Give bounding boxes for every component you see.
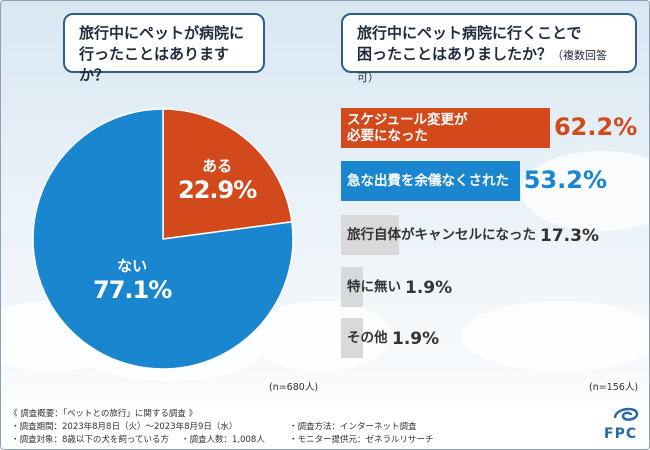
pie-label-no-value: 77.1% — [93, 276, 172, 304]
cloud-decoration — [251, 301, 391, 371]
left-question-line1: 旅行中にペットが病院に — [79, 24, 245, 42]
bar-category-label: 旅行自体がキャンセルになった — [347, 227, 536, 243]
footer-count: ・調査人数：1,008人 — [181, 435, 265, 445]
bar-category-label: その他 — [347, 330, 388, 346]
left-question-box: 旅行中にペットが病院に 行ったことはありますか？ — [63, 13, 265, 84]
cloud-decoration — [521, 151, 649, 231]
footer-period: ・調査期間：2023年8月8日（火）～2023年8月9日（水） — [11, 422, 238, 432]
pie-slice — [32, 108, 294, 370]
pie-n-label: (n=680人) — [269, 382, 319, 393]
bar-category-label: 急な出費を余儀なくされた — [347, 173, 509, 189]
left-question-line2: 行ったことはありますか？ — [79, 45, 230, 84]
cloud-decoration — [461, 301, 649, 371]
fpc-logo-text: FPC — [604, 426, 638, 442]
right-question-line2: 困ったことはありましたか？ — [357, 45, 553, 63]
pie-label-no-text: ない — [117, 257, 148, 275]
pie-label-yes-value: 22.9% — [178, 176, 257, 204]
bar-category-label: 特に無い — [347, 279, 401, 295]
bar — [341, 108, 550, 148]
pie-label-yes-text: ある — [202, 157, 233, 175]
right-question-box: 旅行中にペット病院に行くことで 困ったことはありましたか？（複数回答可） — [341, 13, 637, 84]
bar — [341, 318, 363, 358]
bar-value-label: 1.9% — [392, 329, 440, 349]
right-question-note: （複数回答可） — [357, 49, 608, 84]
pie-slice — [162, 108, 293, 240]
right-question-line1: 旅行中にペット病院に行くことで — [357, 24, 582, 42]
pie-label-no: ない 77.1% — [93, 255, 172, 304]
bar — [341, 267, 363, 307]
bar — [341, 215, 400, 255]
bar-value-label: 62.2% — [553, 113, 638, 141]
bar-value-label: 53.2% — [523, 166, 608, 194]
fpc-logo-icon — [613, 407, 639, 421]
survey-footer: 《 調査概要：「ペットとの旅行」に関する調査 》 ・調査期間：2023年8月8日… — [1, 404, 649, 449]
bar-category-label: スケジュール変更が 必要になった — [347, 112, 468, 144]
right-question-line2-wrap: 困ったことはありましたか？（複数回答可） — [357, 44, 621, 88]
footer-provider: ・モニター提供元：ゼネラルリサーチ — [289, 435, 434, 445]
footer-method: ・調査方法：インターネット調査 — [289, 422, 417, 432]
pie-label-yes: ある 22.9% — [178, 155, 257, 204]
footer-title: 《 調査概要：「ペットとの旅行」に関する調査 》 — [9, 409, 198, 419]
bar-n-label: (n=156人) — [589, 382, 639, 393]
bar-value-label: 17.3% — [540, 226, 599, 246]
bar — [341, 161, 520, 201]
bar-value-label: 1.9% — [405, 278, 453, 298]
footer-target: ・調査対象：8歳以下の犬を飼っている方 — [11, 435, 169, 445]
pie-chart — [32, 108, 294, 370]
